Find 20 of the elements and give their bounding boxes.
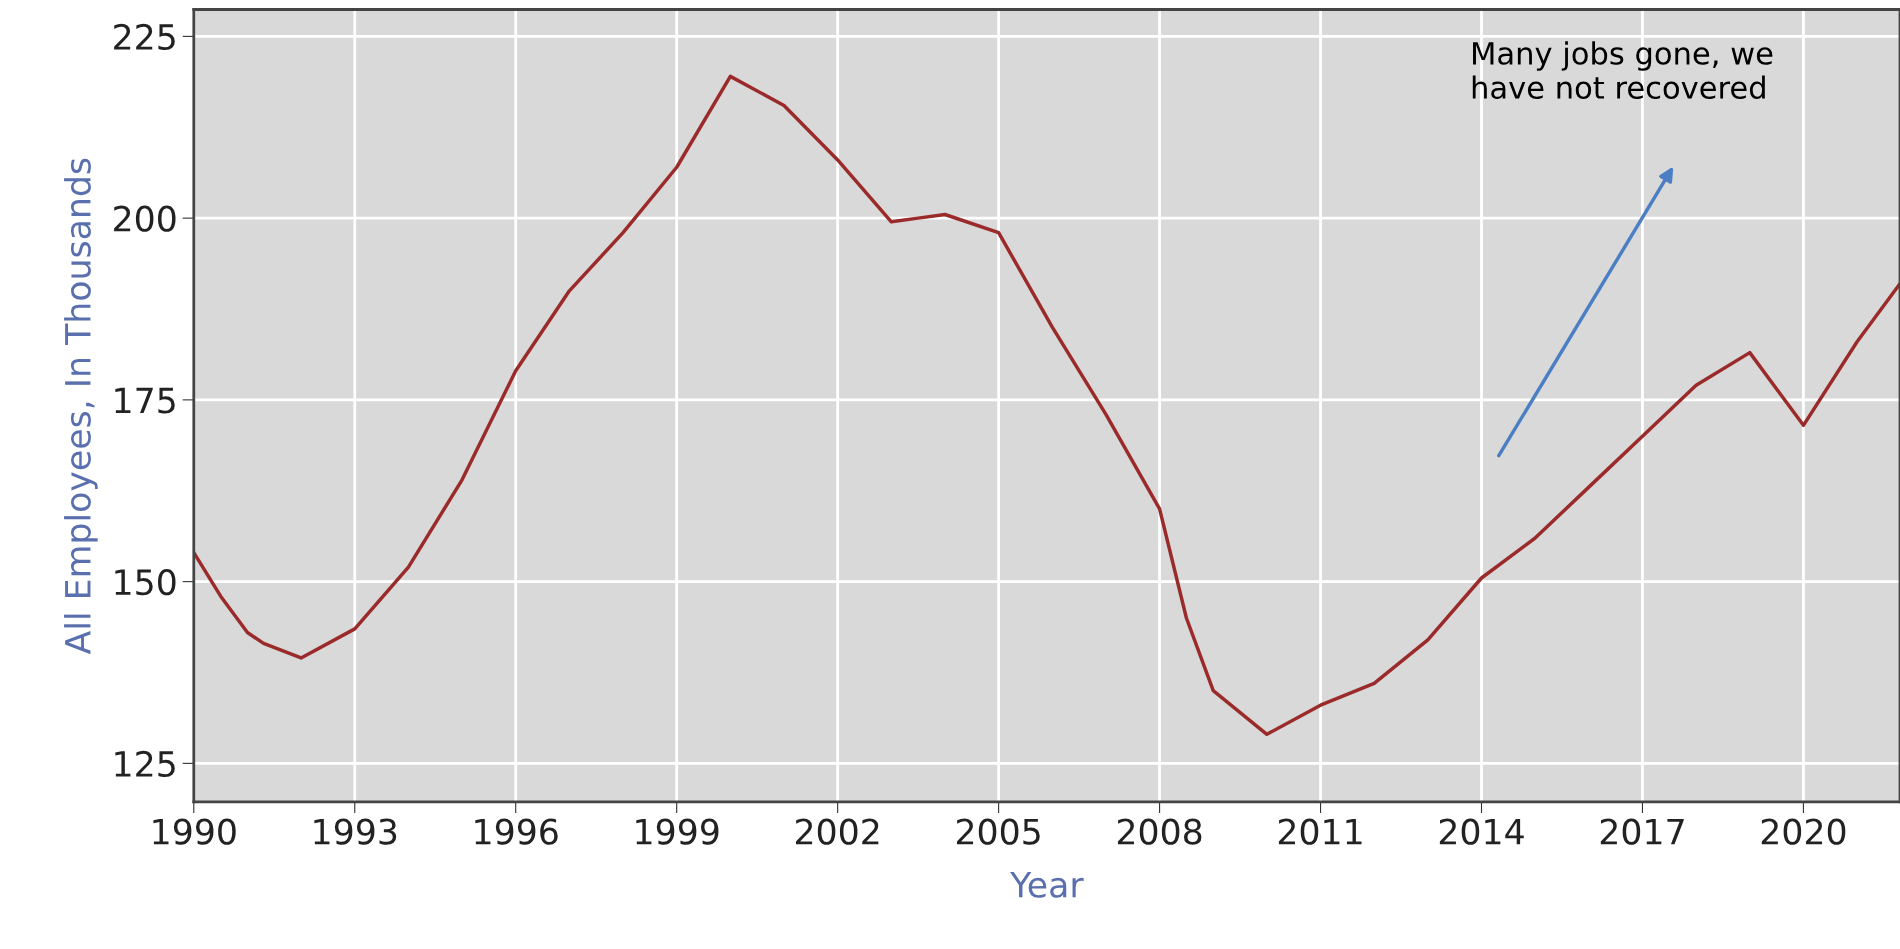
x-tick-label: 1999 (636, 818, 719, 845)
x-tick-label: 2020 (1761, 818, 1846, 845)
x-tick-label: 2005 (956, 818, 1040, 845)
x-tick-label: 2014 (1439, 818, 1524, 845)
x-tick-label: 2002 (796, 818, 879, 845)
y-tick-label: 225 (114, 23, 175, 51)
x-tick-label: 1993 (314, 818, 397, 845)
x-tick-label: 2017 (1600, 818, 1684, 845)
x-tick-label: 2008 (1117, 818, 1202, 845)
annotation: Many jobs gone, we have not recovered (1472, 41, 1773, 100)
x-tick-label: 1996 (475, 818, 558, 845)
x-tick-label: 2011 (1278, 818, 1362, 845)
y-tick-label: 150 (115, 569, 176, 596)
y-tick-label: 125 (115, 750, 175, 778)
x-axis-title: Year (1010, 871, 1084, 898)
x-tick-label: 1990 (153, 818, 236, 845)
y-tick-label: 175 (115, 387, 175, 414)
y-tick-label: 200 (114, 205, 176, 232)
y-axis-title: All Employees, In Thousands (64, 158, 98, 655)
line-series (193, 74, 1900, 737)
